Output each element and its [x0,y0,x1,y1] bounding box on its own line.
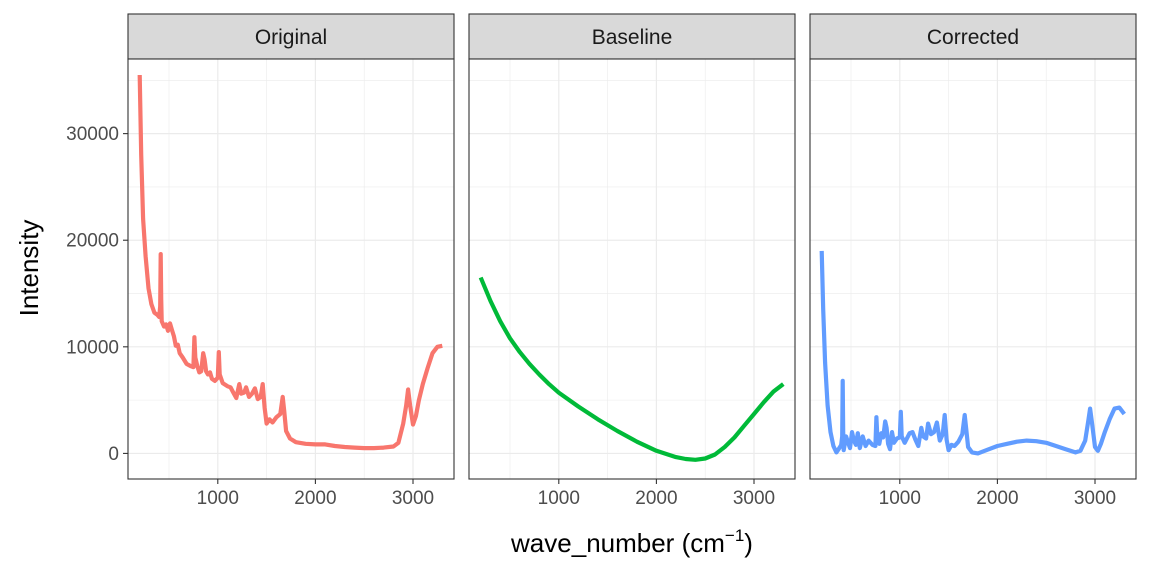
facet-strip [809,13,1137,60]
facet-strip [127,13,455,60]
facet-strip [468,13,796,60]
x-axis-title: wave_number (cm−1) [510,526,753,558]
x-tick-label: 3000 [392,488,434,509]
x-tick-label: 2000 [976,488,1018,509]
x-tick-label: 2000 [294,488,336,509]
panel-background [810,59,1136,479]
facet-panel-3: Corrected 1000 2000 3000 [809,13,1137,509]
panel-background [469,59,795,479]
y-tick-label: 0 [108,444,119,465]
facet-strip-label: Corrected [927,26,1019,49]
facet-strip-label: Baseline [592,26,673,49]
y-tick-label: 10000 [66,337,119,358]
x-tick-label: 3000 [733,488,775,509]
panel-background [128,59,454,479]
series-line-original [137,74,443,451]
y-tick-label: 30000 [66,124,119,145]
y-axis-title: Intensity [14,220,44,317]
x-axis-title-superscript: −1 [725,526,744,545]
x-axis-title-close: ) [744,528,753,558]
facet-panel-2: Baseline 1000 2000 3000 [468,13,796,509]
x-tick-label: 3000 [1074,488,1116,509]
panel-border [468,58,796,480]
series-line-corrected [819,250,1126,456]
facet-strip-label: Original [255,26,327,49]
series-line-baseline [478,276,785,462]
panel-border [809,58,1137,480]
y-tick-label: 20000 [66,231,119,252]
x-tick-label: 1000 [879,488,921,509]
panel-border [127,58,455,480]
svg-text:wave_number (cm−1): wave_number (cm−1) [510,526,753,558]
x-axis-title-main: wave_number (cm [510,528,725,558]
x-tick-label: 2000 [635,488,677,509]
x-tick-label: 1000 [538,488,580,509]
x-tick-label: 1000 [197,488,239,509]
